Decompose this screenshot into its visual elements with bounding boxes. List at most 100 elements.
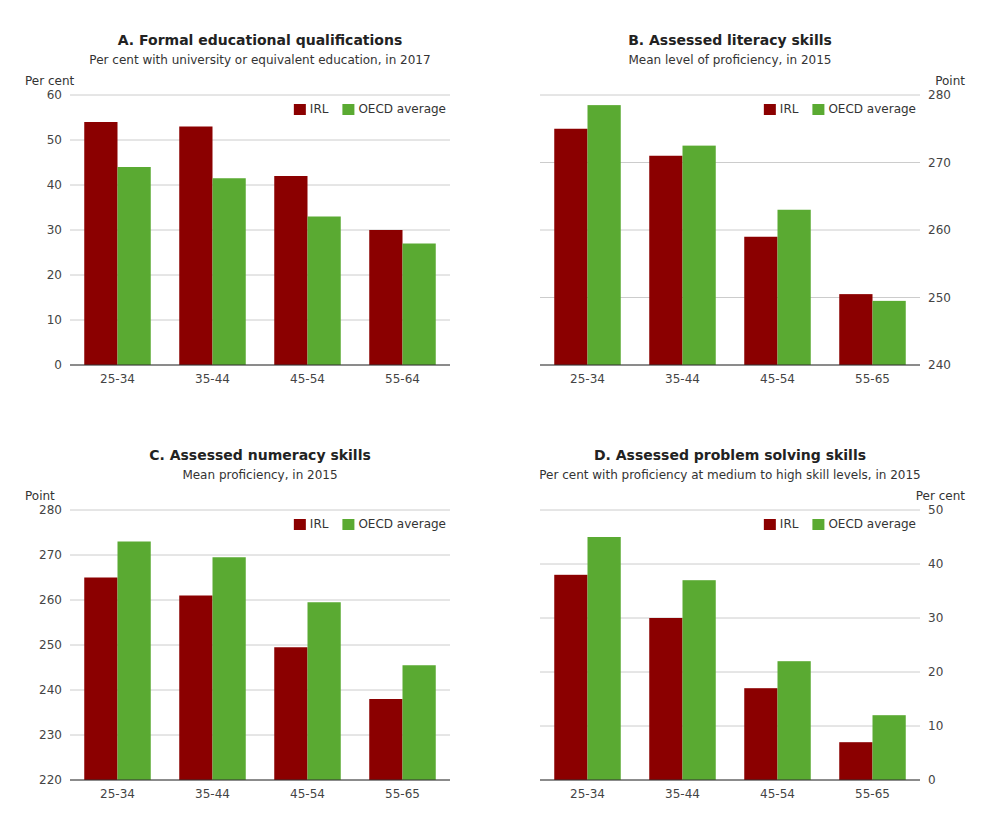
category-label: 45-54 bbox=[760, 372, 795, 386]
subtitle: Per cent with university or equivalent e… bbox=[89, 53, 430, 67]
category-label: 35-44 bbox=[665, 372, 700, 386]
tick-label: 10 bbox=[928, 719, 943, 733]
bar bbox=[84, 578, 117, 781]
legend-swatch bbox=[812, 519, 824, 530]
grid-line bbox=[540, 510, 920, 511]
bar bbox=[369, 230, 402, 365]
grid-line bbox=[70, 95, 450, 96]
tick-label: 260 bbox=[39, 593, 62, 607]
bars bbox=[84, 122, 436, 365]
legend-label: OECD average bbox=[358, 517, 446, 531]
legend-swatch bbox=[342, 104, 354, 115]
grid-line bbox=[70, 140, 450, 141]
bar bbox=[683, 580, 716, 780]
bar bbox=[744, 688, 777, 780]
tick-label: 260 bbox=[928, 223, 951, 237]
bar bbox=[649, 156, 682, 365]
bar bbox=[778, 210, 811, 365]
tick-label: 270 bbox=[928, 156, 951, 170]
tick-label: 0 bbox=[928, 773, 936, 787]
axis-label: Point bbox=[25, 489, 55, 503]
bar bbox=[873, 301, 906, 365]
grid-line bbox=[540, 780, 920, 781]
bar bbox=[179, 127, 212, 366]
grid-line bbox=[540, 95, 920, 96]
bar bbox=[274, 647, 307, 780]
tick-label: 280 bbox=[928, 88, 951, 102]
legend-swatch bbox=[342, 519, 354, 530]
panel: B. Assessed literacy skillsMean level of… bbox=[540, 32, 965, 386]
tick-label: 50 bbox=[928, 503, 943, 517]
bars bbox=[84, 542, 436, 781]
legend-label: IRL bbox=[780, 102, 799, 116]
panel: C. Assessed numeracy skills Mean proficie… bbox=[25, 447, 450, 801]
tick-label: 240 bbox=[39, 683, 62, 697]
bars bbox=[554, 105, 906, 365]
category-label: 25-34 bbox=[100, 787, 135, 801]
legend-swatch bbox=[764, 519, 776, 530]
bar bbox=[274, 176, 307, 365]
legend-label: OECD average bbox=[358, 102, 446, 116]
bar bbox=[839, 742, 872, 780]
title: C. Assessed numeracy skills bbox=[149, 447, 371, 463]
legend: IRL OECD average bbox=[764, 517, 916, 531]
bar bbox=[213, 557, 246, 780]
legend-swatch bbox=[812, 104, 824, 115]
x-axis bbox=[70, 780, 450, 781]
bar bbox=[118, 542, 151, 781]
axis-label: Per cent bbox=[25, 74, 75, 88]
subtitle: Mean proficiency, in 2015 bbox=[182, 468, 337, 482]
legend-item: IRL bbox=[764, 102, 799, 116]
bar bbox=[554, 129, 587, 365]
tick-label: 40 bbox=[928, 557, 943, 571]
category-label: 35-44 bbox=[195, 787, 230, 801]
title: A. Formal educational qualifications bbox=[118, 32, 403, 48]
title: B. Assessed literacy skills bbox=[628, 32, 832, 48]
bar bbox=[839, 294, 872, 365]
tick-label: 50 bbox=[47, 133, 62, 147]
panel: A. Formal educational qualifications Per … bbox=[25, 32, 450, 386]
category-label: 35-44 bbox=[665, 787, 700, 801]
tick-label: 280 bbox=[39, 503, 62, 517]
legend-item: OECD average bbox=[812, 102, 916, 116]
legend-item: OECD average bbox=[342, 517, 446, 531]
legend-item: OECD average bbox=[812, 517, 916, 531]
bar bbox=[683, 146, 716, 365]
bar bbox=[873, 715, 906, 780]
tick-label: 10 bbox=[47, 313, 62, 327]
category-label: 25-34 bbox=[100, 372, 135, 386]
tick-label: 0 bbox=[54, 358, 62, 372]
legend: IRL OECD average bbox=[764, 102, 916, 116]
tick-label: 30 bbox=[928, 611, 943, 625]
bar bbox=[403, 665, 436, 780]
legend-label: OECD average bbox=[828, 102, 916, 116]
category-label: 45-54 bbox=[290, 372, 325, 386]
bar bbox=[179, 596, 212, 781]
legend: IRL OECD average bbox=[294, 102, 446, 116]
bar bbox=[369, 699, 402, 780]
x-axis bbox=[540, 365, 920, 366]
legend-label: IRL bbox=[780, 517, 799, 531]
category-label: 55-65 bbox=[385, 787, 420, 801]
title: D. Assessed problem solving skills bbox=[594, 447, 866, 463]
tick-label: 240 bbox=[928, 358, 951, 372]
axis-label: Per cent bbox=[916, 489, 966, 503]
grid-line bbox=[70, 510, 450, 511]
x-axis bbox=[70, 365, 450, 366]
bars bbox=[554, 537, 906, 780]
tick-label: 30 bbox=[47, 223, 62, 237]
legend-label: IRL bbox=[310, 102, 329, 116]
bar bbox=[403, 244, 436, 366]
category-label: 45-54 bbox=[760, 787, 795, 801]
grid-line bbox=[70, 365, 450, 366]
tick-label: 60 bbox=[47, 88, 62, 102]
legend-label: IRL bbox=[310, 517, 329, 531]
x-axis bbox=[540, 780, 920, 781]
legend-label: OECD average bbox=[828, 517, 916, 531]
category-label: 55-65 bbox=[855, 372, 890, 386]
bar bbox=[308, 602, 341, 780]
category-label: 55-64 bbox=[385, 372, 420, 386]
subtitle: Per cent with proficiency at medium to h… bbox=[539, 468, 921, 482]
legend-swatch bbox=[764, 104, 776, 115]
legend-item: IRL bbox=[294, 517, 329, 531]
